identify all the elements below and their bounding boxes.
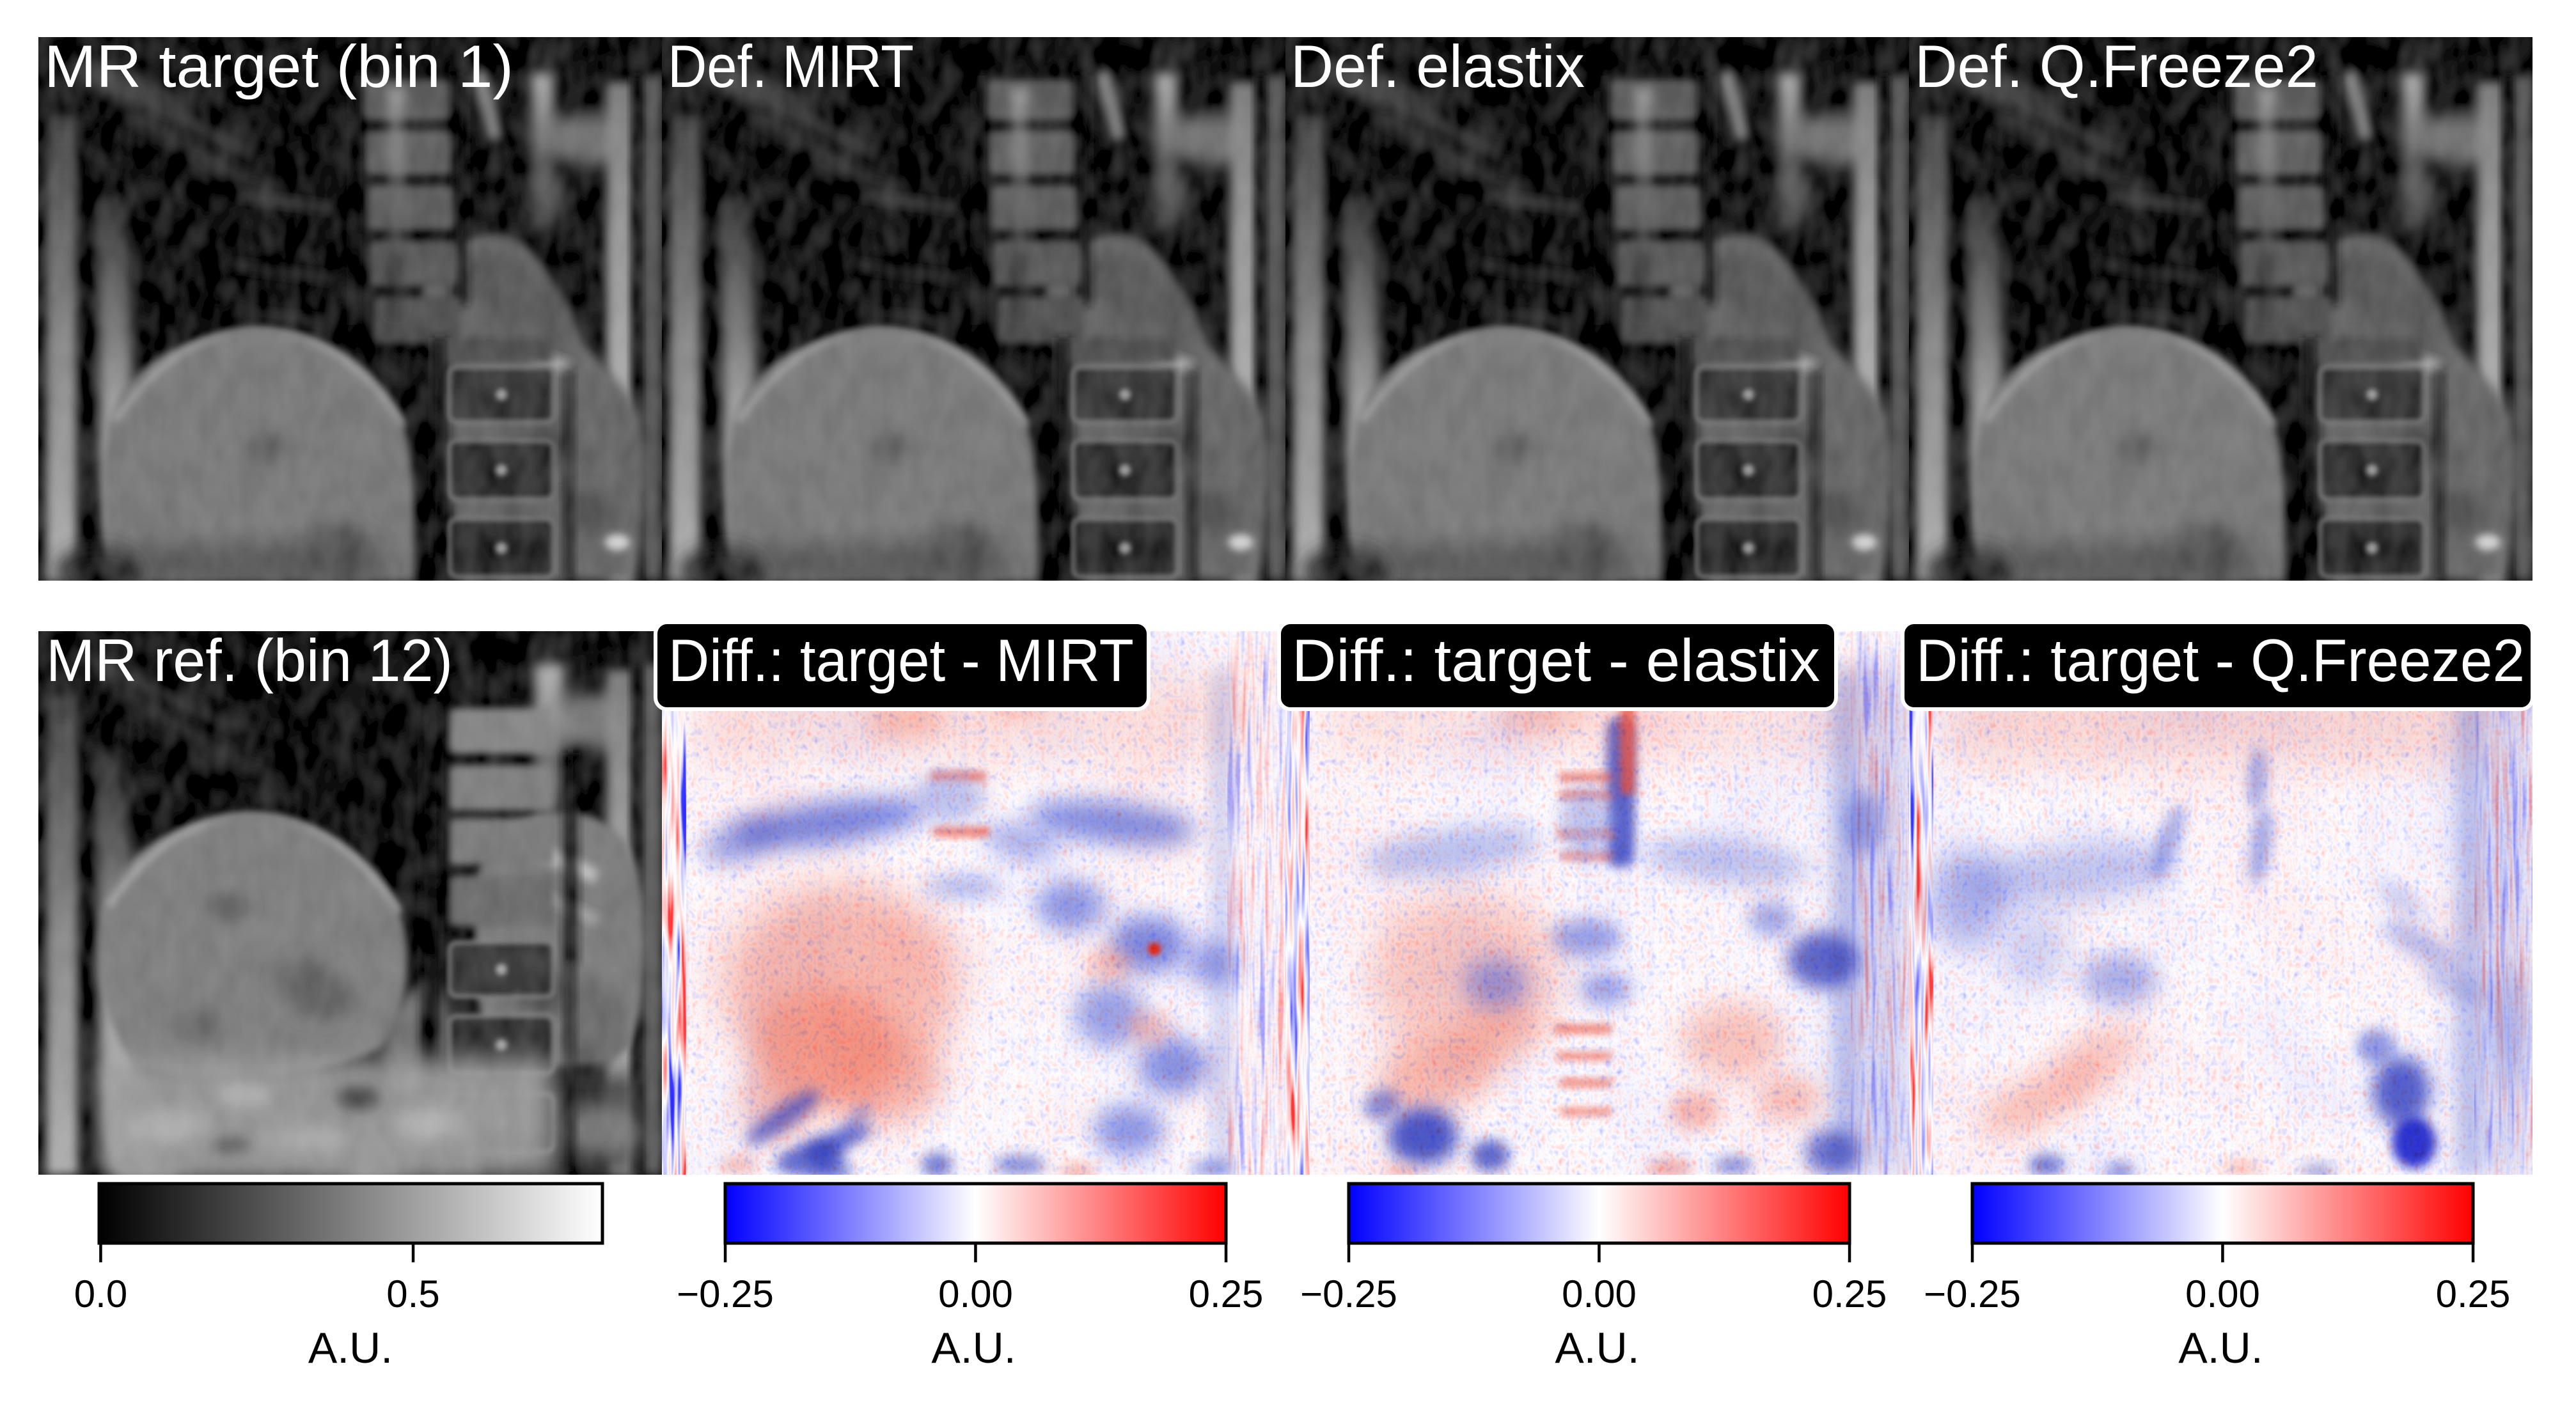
- svg-text:A.U.: A.U.: [931, 1324, 1016, 1372]
- svg-text:0.00: 0.00: [2185, 1273, 2260, 1315]
- svg-text:−0.25: −0.25: [677, 1273, 774, 1315]
- svg-text:Diff.: target - Q.Freeze2: Diff.: target - Q.Freeze2: [1916, 627, 2525, 694]
- svg-text:MR ref. (bin 12): MR ref. (bin 12): [46, 627, 453, 694]
- svg-text:0.25: 0.25: [1812, 1273, 1887, 1315]
- svg-text:0.00: 0.00: [1562, 1273, 1637, 1315]
- svg-text:0.0: 0.0: [74, 1273, 127, 1315]
- svg-text:Def. MIRT: Def. MIRT: [668, 33, 914, 100]
- svg-text:Diff.: target - elastix: Diff.: target - elastix: [1292, 627, 1820, 694]
- svg-text:0.00: 0.00: [938, 1273, 1013, 1315]
- svg-text:A.U.: A.U.: [2178, 1324, 2263, 1372]
- svg-text:−0.25: −0.25: [1300, 1273, 1397, 1315]
- svg-text:0.25: 0.25: [1189, 1273, 1264, 1315]
- svg-text:Diff.: target - MIRT: Diff.: target - MIRT: [668, 627, 1134, 694]
- svg-text:A.U.: A.U.: [308, 1324, 393, 1372]
- svg-text:Def. elastix: Def. elastix: [1291, 33, 1585, 100]
- svg-text:A.U.: A.U.: [1555, 1324, 1639, 1372]
- svg-text:0.25: 0.25: [2436, 1273, 2511, 1315]
- svg-text:0.5: 0.5: [386, 1273, 439, 1315]
- svg-text:MR target (bin 1): MR target (bin 1): [44, 33, 514, 100]
- svg-text:−0.25: −0.25: [1924, 1273, 2021, 1315]
- svg-text:Def. Q.Freeze2: Def. Q.Freeze2: [1915, 33, 2318, 100]
